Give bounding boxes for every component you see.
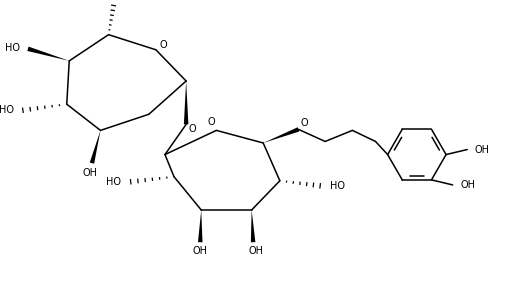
Polygon shape bbox=[251, 210, 255, 242]
Text: HO: HO bbox=[5, 43, 20, 53]
Text: HO: HO bbox=[0, 105, 14, 115]
Text: HO: HO bbox=[330, 181, 345, 191]
Text: OH: OH bbox=[193, 246, 208, 256]
Text: HO: HO bbox=[105, 177, 120, 187]
Polygon shape bbox=[198, 210, 202, 242]
Text: O: O bbox=[208, 117, 215, 127]
Polygon shape bbox=[90, 130, 101, 164]
Text: OH: OH bbox=[475, 145, 490, 155]
Text: OH: OH bbox=[83, 168, 98, 178]
Text: OH: OH bbox=[248, 246, 263, 256]
Text: OH: OH bbox=[460, 180, 475, 190]
Text: O: O bbox=[301, 118, 308, 128]
Polygon shape bbox=[28, 47, 69, 61]
Text: O: O bbox=[159, 40, 167, 50]
Polygon shape bbox=[184, 81, 188, 124]
Polygon shape bbox=[263, 127, 299, 143]
Text: O: O bbox=[189, 124, 197, 134]
